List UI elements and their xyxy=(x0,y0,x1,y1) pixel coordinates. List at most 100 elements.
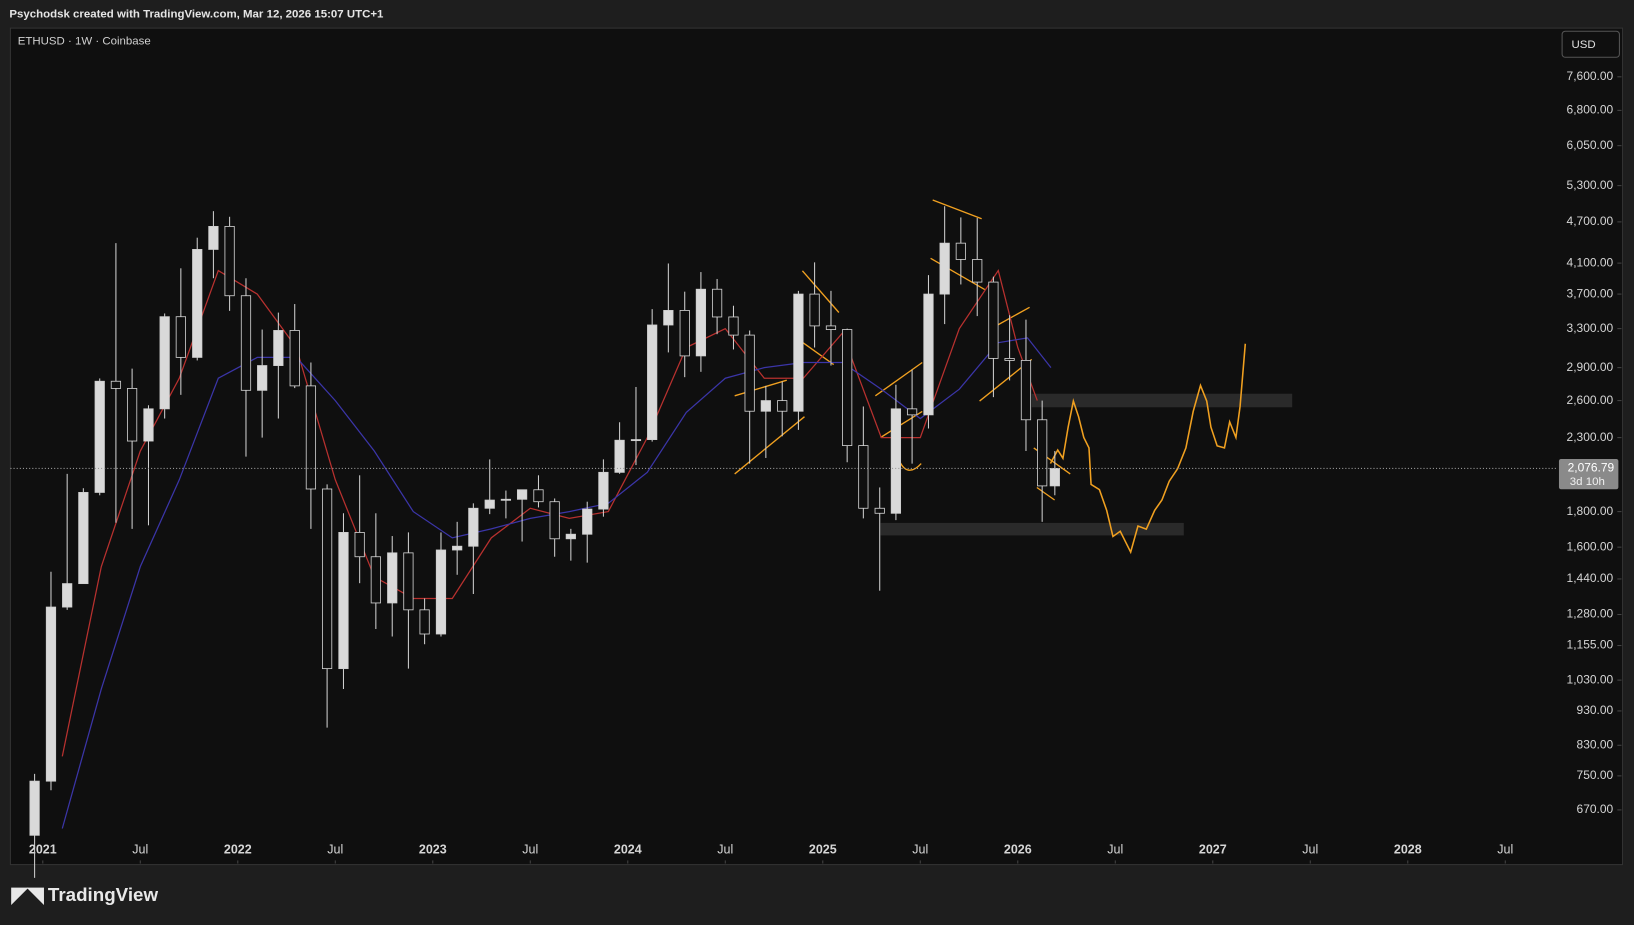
projection-path xyxy=(1049,343,1247,555)
y-tick-label: 930.00 xyxy=(1577,703,1614,717)
candle-body xyxy=(630,439,642,442)
currency-button[interactable] xyxy=(1561,30,1620,58)
candle-body xyxy=(972,259,983,283)
candle-body xyxy=(679,310,690,357)
candle-body xyxy=(289,330,300,387)
candle-body xyxy=(370,556,381,604)
candle-body xyxy=(939,242,950,295)
candle-body xyxy=(777,400,788,412)
candle-body xyxy=(273,330,284,366)
candle-body xyxy=(484,499,495,509)
candle-body xyxy=(338,532,349,670)
y-tick-label: 830.00 xyxy=(1577,737,1614,751)
y-tick-label: 2,300.00 xyxy=(1567,430,1614,444)
candle-body xyxy=(175,316,186,358)
candle-body xyxy=(760,400,771,412)
candle-body xyxy=(711,288,723,318)
candle-body xyxy=(1004,357,1015,361)
y-tick-label: 1,600.00 xyxy=(1567,539,1614,553)
candle-body xyxy=(354,532,365,558)
y-tick-label: 1,800.00 xyxy=(1567,504,1614,518)
y-tick-label: 3,300.00 xyxy=(1567,321,1614,335)
candle-body xyxy=(825,325,837,330)
pane xyxy=(9,27,1624,866)
y-tick-label: 6,050.00 xyxy=(1567,138,1614,152)
candle-body xyxy=(159,316,170,410)
y-tick-label: 4,700.00 xyxy=(1567,214,1614,228)
candle-body xyxy=(1020,360,1032,421)
candle-body xyxy=(744,334,755,412)
candle-body xyxy=(419,609,430,635)
candle-body xyxy=(793,293,804,412)
credit: Psychodsk created with TradingView.com, … xyxy=(9,9,384,21)
candle-body xyxy=(695,288,707,357)
candle-body xyxy=(1049,468,1060,487)
candle-body xyxy=(858,445,869,509)
candle-body xyxy=(257,365,268,391)
candle-body xyxy=(663,310,674,326)
x-tick-label: 2021 xyxy=(29,842,57,856)
candle-body xyxy=(533,489,544,503)
candle-body xyxy=(516,489,528,500)
candle-body xyxy=(110,380,122,389)
y-tick-label: 1,440.00 xyxy=(1567,571,1614,585)
x-tick-label: 2026 xyxy=(1004,842,1032,856)
candle-body xyxy=(305,385,317,490)
last-price-badge xyxy=(1558,459,1619,490)
y-tick-label: 1,030.00 xyxy=(1567,672,1614,686)
y-tick-label: 1,155.00 xyxy=(1567,638,1614,652)
y-tick-label: 7,600.00 xyxy=(1567,69,1614,83)
x-tick-label: 2024 xyxy=(614,842,642,856)
x-tick-label: 2022 xyxy=(224,842,252,856)
candle-body xyxy=(923,293,934,416)
last-price-label: 2,076.79 xyxy=(1568,461,1615,475)
candle-body xyxy=(500,498,512,501)
y-tick-label: 670.00 xyxy=(1577,802,1614,816)
x-tick-label: Jul xyxy=(327,842,343,856)
countdown: 3d 10h xyxy=(1570,476,1605,488)
x-tick-label: Jul xyxy=(1497,842,1513,856)
candle-body xyxy=(143,408,154,442)
resistance-zone xyxy=(1031,393,1293,408)
candle-body xyxy=(192,249,203,358)
candle-body xyxy=(582,508,593,535)
y-tick-label: 6,800.00 xyxy=(1567,103,1614,117)
candle-body xyxy=(728,316,739,336)
logo: ◤◥ xyxy=(10,883,44,906)
candle-body xyxy=(224,225,235,297)
candle-body xyxy=(874,507,885,514)
x-tick-label: 2023 xyxy=(419,842,447,856)
candle-body xyxy=(598,471,609,510)
candle-body xyxy=(809,293,820,327)
candle-body xyxy=(62,583,73,608)
support-zone xyxy=(880,522,1184,536)
x-tick-label: Jul xyxy=(912,842,928,856)
symbol: ETHUSD · 1W · Coinbase xyxy=(18,36,151,48)
candle-body xyxy=(647,324,658,440)
candle-body xyxy=(1037,419,1048,487)
candle-body xyxy=(452,545,463,551)
x-tick-label: 2025 xyxy=(809,842,837,856)
candle-body xyxy=(126,388,138,442)
candle-body xyxy=(78,492,89,585)
candle-body xyxy=(614,439,625,473)
candle-body xyxy=(842,329,853,447)
candle-body xyxy=(955,242,966,260)
x-tick-label: Jul xyxy=(1107,842,1123,856)
x-tick-label: 2027 xyxy=(1199,842,1227,856)
candle-body xyxy=(906,408,918,416)
currency: USD xyxy=(1571,39,1595,51)
x-tick-label: 2028 xyxy=(1394,842,1422,856)
candle-body xyxy=(565,533,576,540)
y-tick-label: 5,300.00 xyxy=(1567,178,1614,192)
x-tick-label: Jul xyxy=(717,842,733,856)
candle-body xyxy=(208,225,219,250)
y-tick-label: 3,700.00 xyxy=(1567,286,1614,300)
y-tick-label: 2,900.00 xyxy=(1567,360,1614,374)
y-tick-label: 750.00 xyxy=(1577,768,1614,782)
candle-body xyxy=(94,380,105,493)
y-tick-label: 4,100.00 xyxy=(1567,255,1614,269)
candle-body xyxy=(240,295,252,391)
